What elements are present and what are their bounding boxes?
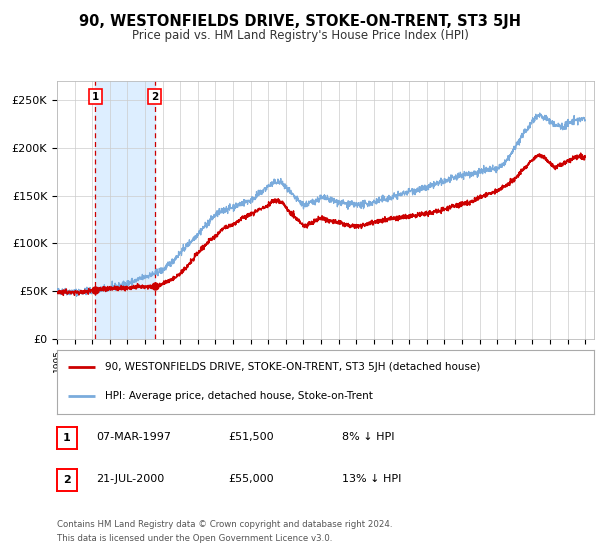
Text: 90, WESTONFIELDS DRIVE, STOKE-ON-TRENT, ST3 5JH: 90, WESTONFIELDS DRIVE, STOKE-ON-TRENT, …	[79, 14, 521, 29]
Text: HPI: Average price, detached house, Stoke-on-Trent: HPI: Average price, detached house, Stok…	[106, 391, 373, 402]
Text: Price paid vs. HM Land Registry's House Price Index (HPI): Price paid vs. HM Land Registry's House …	[131, 29, 469, 42]
Text: 07-MAR-1997: 07-MAR-1997	[96, 432, 171, 442]
Text: 1: 1	[92, 91, 99, 101]
Text: 2: 2	[151, 91, 158, 101]
Text: 13% ↓ HPI: 13% ↓ HPI	[342, 474, 401, 484]
Text: Contains HM Land Registry data © Crown copyright and database right 2024.: Contains HM Land Registry data © Crown c…	[57, 520, 392, 529]
Text: 21-JUL-2000: 21-JUL-2000	[96, 474, 164, 484]
Text: £55,000: £55,000	[228, 474, 274, 484]
Text: £51,500: £51,500	[228, 432, 274, 442]
Bar	[95, 81, 155, 339]
Text: 2: 2	[63, 475, 71, 485]
Text: 1: 1	[63, 433, 71, 443]
Text: 90, WESTONFIELDS DRIVE, STOKE-ON-TRENT, ST3 5JH (detached house): 90, WESTONFIELDS DRIVE, STOKE-ON-TRENT, …	[106, 362, 481, 372]
Text: 8% ↓ HPI: 8% ↓ HPI	[342, 432, 395, 442]
Text: This data is licensed under the Open Government Licence v3.0.: This data is licensed under the Open Gov…	[57, 534, 332, 543]
